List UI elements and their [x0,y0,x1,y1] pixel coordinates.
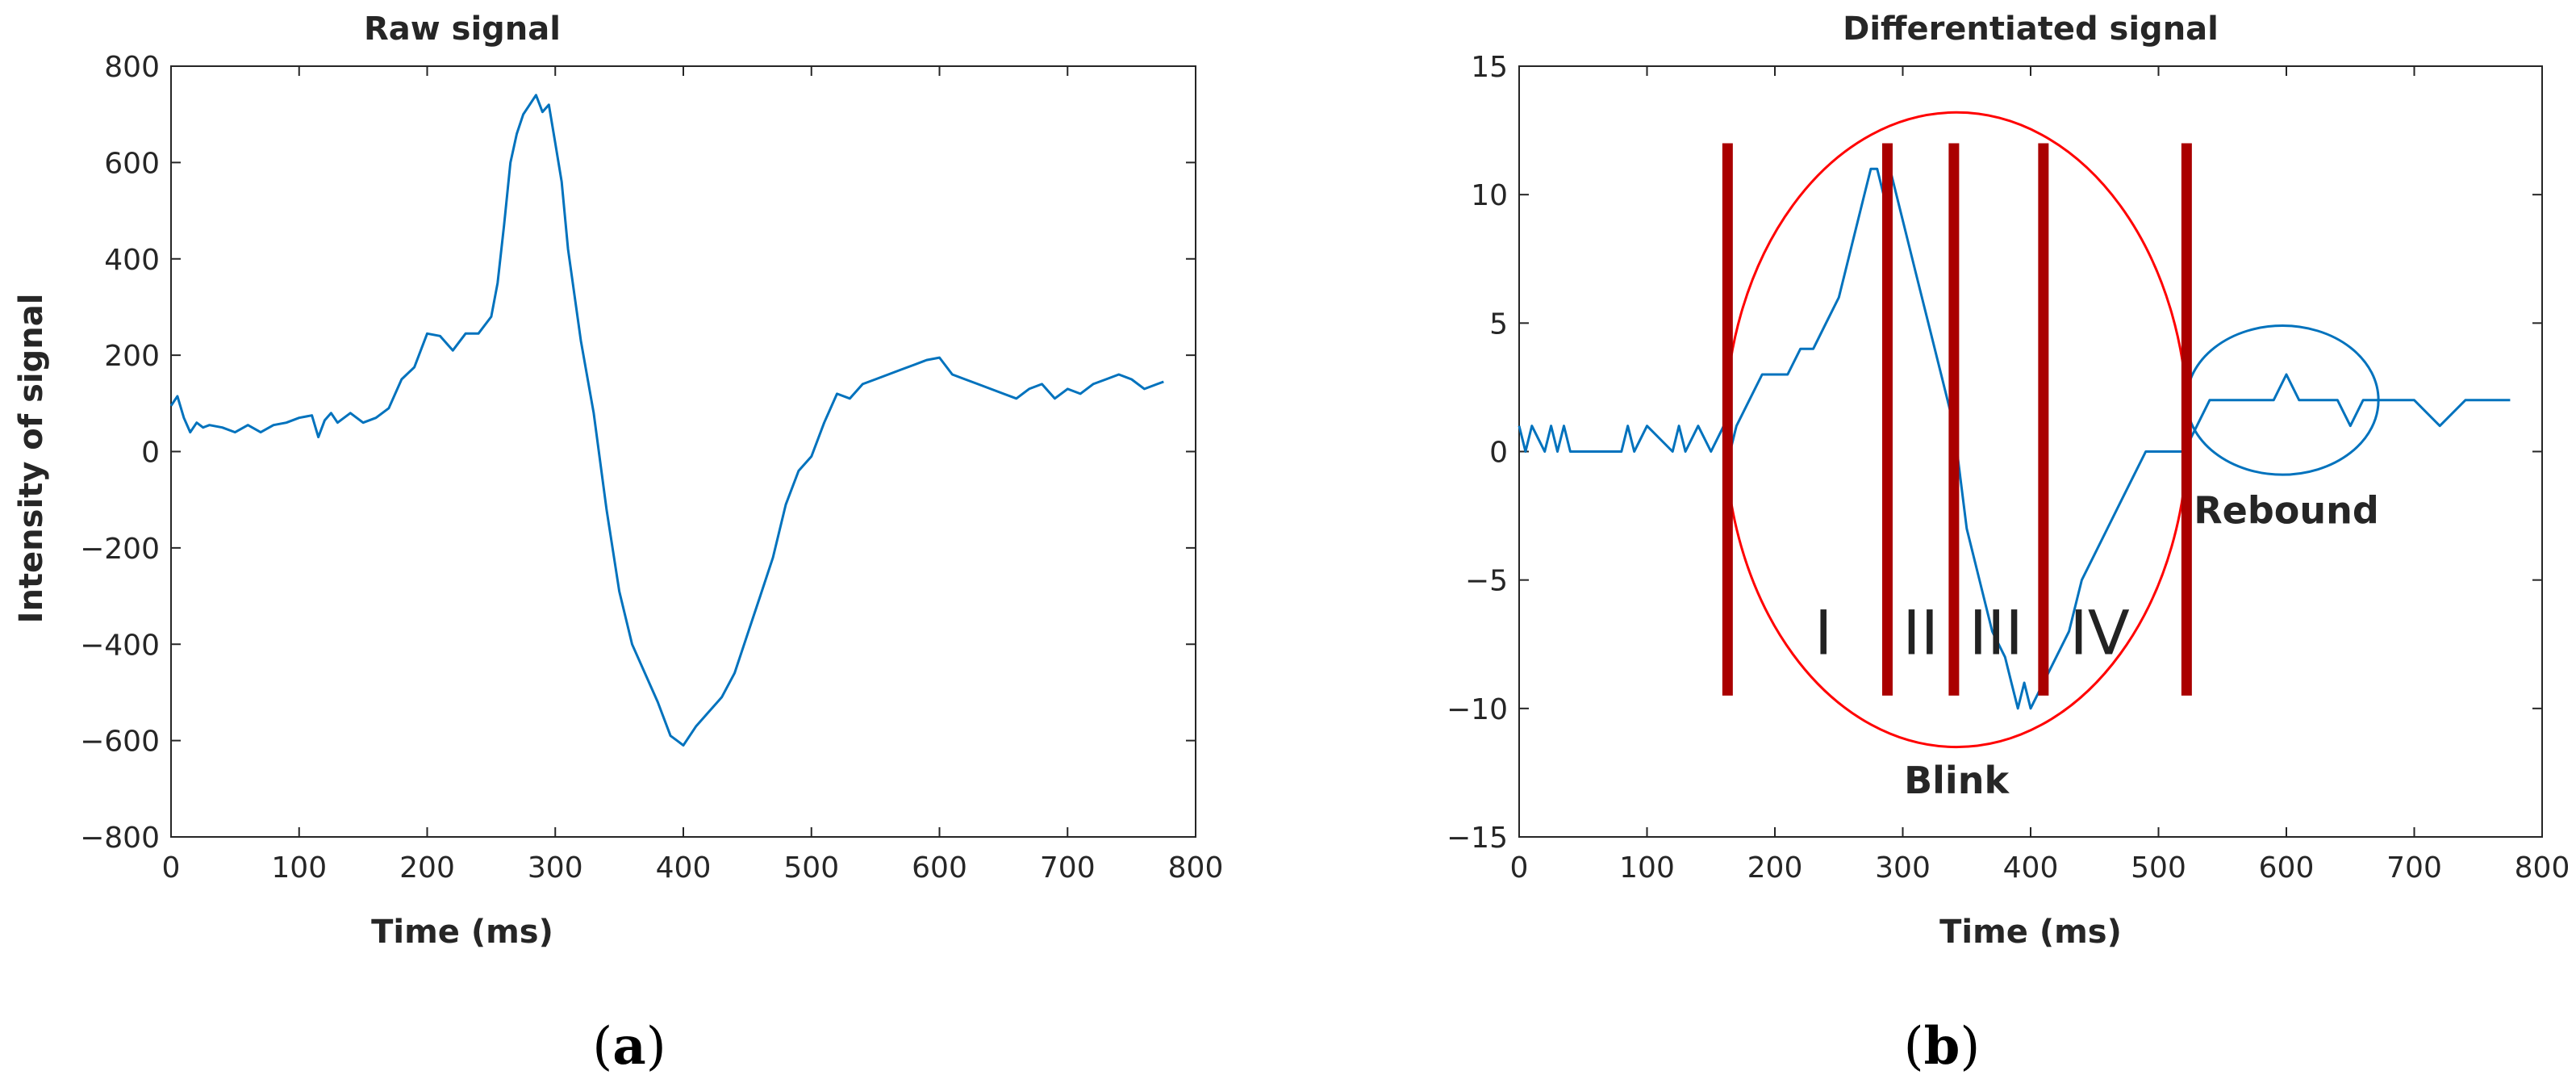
y-tick-label: −400 [80,629,160,662]
y-tick-label: 15 [1471,51,1508,84]
panel-a-chart: Raw signal Intensity of signal Time (ms)… [13,10,1223,1075]
x-tick-label: 100 [271,851,327,885]
phase-label: II [1902,596,1939,668]
y-tick-label: 800 [104,51,160,84]
phase-label: III [1969,596,2023,668]
y-tick-label: 5 [1489,307,1508,341]
x-tick-label: 0 [162,851,181,885]
y-tick-label: 0 [141,437,160,470]
panel-a-xlabel: Time (ms) [371,914,553,951]
x-tick-label: 500 [783,851,839,885]
y-tick-label: 200 [104,340,160,373]
y-tick-label: −600 [80,726,160,759]
panel-a-paren-close: ) [646,1017,666,1075]
y-tick-label: −5 [1465,565,1508,598]
panel-b-label: (b) [1904,1016,1981,1075]
x-tick-label: 300 [1875,851,1931,885]
y-tick-label: −15 [1447,822,1508,855]
panel-a-ylabel: Intensity of signal [13,294,50,624]
panel-b-tick-labels: 0 100 200 300 400 500 600 700 800 −15 −10 −5 0 5 10 15 [1447,51,2570,885]
panel-a-axes-box [170,65,1196,838]
x-tick-label: 800 [1168,851,1224,885]
x-tick-label: 400 [656,851,712,885]
phase-label: I [1814,596,1832,668]
panel-a-label: (a) [592,1016,666,1075]
y-tick-label: 10 [1471,179,1508,212]
x-tick-label: 700 [1040,851,1096,885]
x-tick-label: 800 [2515,851,2570,885]
blink-label: Blink [1904,759,2010,802]
y-tick-label: −10 [1447,693,1508,726]
panel-b-plot-area [1518,65,2543,838]
y-tick-label: 0 [1489,437,1508,470]
panel-b-paren-open: ( [1904,1017,1924,1075]
panel-a-title: Raw signal [364,10,561,48]
y-tick-label: 600 [104,147,160,180]
panel-a-paren-open: ( [592,1017,612,1075]
panel-b-chart: Differentiated signal Time (ms) 0 100 200 3… [1447,10,2570,1075]
y-tick-label: −200 [80,533,160,566]
x-tick-label: 600 [2259,851,2315,885]
panel-b-xlabel: Time (ms) [1939,914,2122,951]
panel-b-label-letter: b [1924,1016,1960,1075]
x-tick-label: 200 [399,851,455,885]
x-tick-label: 400 [2003,851,2059,885]
x-tick-label: 0 [1510,851,1529,885]
x-tick-label: 500 [2131,851,2186,885]
y-tick-label: 400 [104,244,160,277]
panel-b-title: Differentiated signal [1843,10,2219,48]
panel-a-label-letter: a [612,1016,645,1075]
y-tick-label: −800 [80,822,160,855]
panel-a-plot-area [169,65,1196,838]
x-tick-label: 700 [2386,851,2442,885]
panel-a-tick-labels: 0 100 200 300 400 500 600 700 800 −800 −600 −400 −20… [80,51,1223,885]
x-tick-label: 600 [912,851,967,885]
panel-a-series-line [169,94,1164,747]
x-tick-label: 300 [528,851,583,885]
x-tick-label: 100 [1619,851,1675,885]
x-tick-label: 200 [1747,851,1803,885]
panel-b-paren-close: ) [1960,1017,1980,1075]
rebound-label: Rebound [2194,489,2379,533]
phase-label: IV [2069,596,2129,668]
